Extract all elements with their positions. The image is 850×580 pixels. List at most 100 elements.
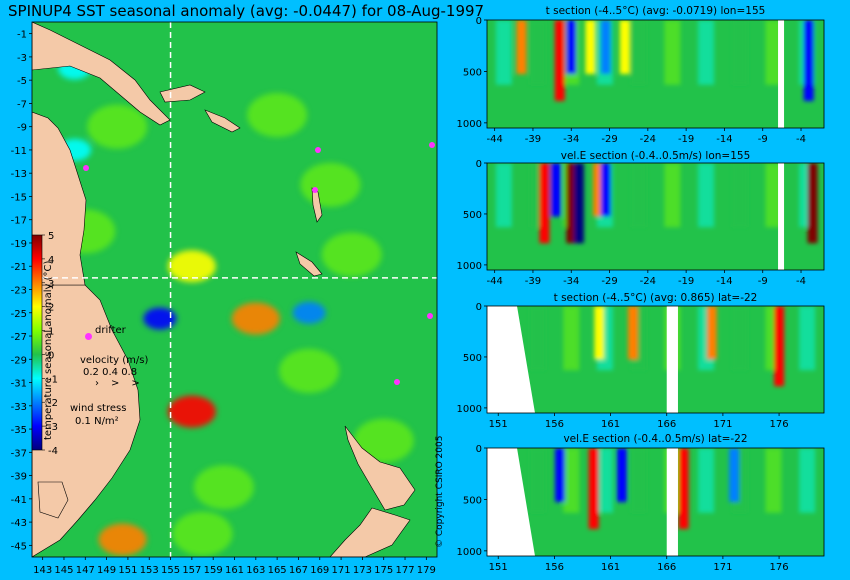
main-title: SPINUP4 SST seasonal anomaly (avg: -0.04…	[8, 2, 485, 20]
x-tick-label: 179	[417, 565, 436, 576]
colorbar-label: temperature seasonal anomaly (°C)	[43, 260, 54, 440]
section-texture	[698, 448, 715, 513]
section-band	[585, 20, 596, 74]
velocity-legend-title: velocity (m/s)	[80, 355, 149, 366]
cape-york-land	[32, 111, 87, 286]
section-x-tick-label: -9	[758, 134, 768, 145]
section-x-tick-label: -4	[796, 276, 806, 287]
colorbar-tick-label: 3	[48, 279, 54, 290]
tasmania-land	[37, 481, 69, 519]
section-band	[550, 163, 561, 217]
section-x-tick-label: -39	[525, 134, 541, 145]
colorbar-tick-label: -2	[48, 398, 58, 409]
section-band	[600, 20, 611, 74]
section-texture	[529, 448, 546, 513]
section-band	[803, 20, 814, 101]
y-tick-label: -41	[11, 495, 27, 506]
anomaly-patch	[279, 348, 340, 393]
velocity-legend-arrows: ›>>	[95, 378, 152, 389]
anomaly-patch	[300, 162, 361, 207]
section-y-tick-label: 500	[463, 353, 482, 364]
velocity-legend-value: 0.4	[102, 367, 118, 378]
section-y-tick-label: 0	[476, 159, 482, 170]
x-tick-label: 173	[353, 565, 372, 576]
section-x-tick-label: -24	[640, 134, 656, 145]
section-texture	[664, 163, 681, 228]
x-tick-label: 147	[76, 565, 95, 576]
section-panel-1: 0 500 1000 -44 -39 -34 -29 -24 -19 -14 -9 -4	[457, 16, 825, 145]
warm-anomaly	[167, 395, 216, 428]
cool-anomaly	[143, 307, 177, 330]
section-x-tick-label: 171	[713, 419, 732, 430]
section-texture	[664, 20, 681, 85]
x-tick-label: 161	[225, 565, 244, 576]
y-tick-label: -25	[11, 309, 27, 320]
section-shelf	[487, 448, 535, 556]
anomaly-patch	[247, 93, 308, 138]
section-x-tick-label: -39	[525, 276, 541, 287]
velocity-legend-value: 0.8	[121, 367, 138, 378]
section-texture	[630, 20, 647, 85]
panel2-title: vel.E section (-0.4..0.5m/s) lon=155	[560, 150, 751, 162]
anomaly-patch	[321, 232, 382, 277]
section-panel-2: 0 500 1000 -44 -39 -34 -29 -24 -19 -14 -9 -4	[457, 159, 825, 287]
colorbar-tick-label: -4	[48, 446, 58, 457]
x-tick-label: 167	[289, 565, 308, 576]
x-tick-label: 149	[97, 565, 116, 576]
section-texture	[731, 20, 748, 85]
section-panel-3: 0 500 1000 151 156 161 166 171 176	[457, 302, 825, 430]
drifter-marker	[427, 313, 433, 319]
section-texture	[731, 163, 748, 228]
section-x-tick-label: -34	[563, 276, 579, 287]
section-frame	[486, 162, 825, 271]
x-tick-label: 157	[182, 565, 201, 576]
section-texture	[495, 163, 512, 228]
section-shelf	[487, 306, 535, 413]
y-tick-label: -9	[17, 123, 27, 134]
section-y-tick-label: 1000	[457, 261, 482, 272]
section-texture	[630, 448, 647, 513]
section-texture	[630, 163, 647, 228]
section-x-tick-label: -34	[563, 134, 579, 145]
drifter-marker	[429, 142, 435, 148]
section-texture	[698, 163, 715, 228]
section-texture	[563, 306, 580, 371]
wind-legend-value: 0.1 N/m²	[75, 416, 119, 427]
wind-legend-title: wind stress	[70, 403, 127, 414]
section-y-tick-label: 500	[463, 67, 482, 78]
panel3-title: t section (-4..5°C) (avg: 0.865) lat=-22	[553, 292, 758, 304]
section-x-tick-label: -9	[758, 276, 768, 287]
section-band	[573, 163, 584, 244]
y-tick-label: -27	[11, 332, 27, 343]
section-band	[566, 163, 577, 244]
anomaly-patch	[193, 465, 254, 510]
y-tick-label: -21	[11, 262, 27, 273]
section-x-tick-label: 176	[770, 562, 789, 573]
section-gap	[666, 448, 678, 556]
y-tick-label: -7	[17, 99, 27, 110]
colorbar-ticks: 5 4 3 2 1 0 -1 -2 -3 -4	[42, 231, 58, 457]
drifter-marker	[83, 165, 89, 171]
section-x-tick-label: -44	[486, 276, 502, 287]
section-band	[807, 163, 818, 244]
section-x-tick-label: 161	[601, 562, 620, 573]
y-tick-label: -35	[11, 425, 27, 436]
section-x-tick-label: 161	[601, 419, 620, 430]
section-frame	[486, 447, 825, 557]
section-gap	[778, 163, 785, 270]
drifter-markers	[83, 142, 435, 385]
section-x-tick-label: -29	[601, 134, 617, 145]
drifter-marker	[312, 187, 318, 193]
drifter-legend-marker	[85, 333, 92, 340]
section-texture	[799, 306, 816, 371]
colorbar-tick-label: 4	[48, 255, 54, 266]
y-tick-label: -29	[11, 355, 27, 366]
copyright-text: © Copyright CSIRO 2005	[435, 435, 445, 548]
x-tick-label: 175	[374, 565, 393, 576]
solomon-islands-land	[204, 109, 241, 133]
section-frame	[486, 19, 825, 129]
y-tick-label: -37	[11, 448, 27, 459]
section-band	[566, 20, 577, 74]
y-tick-label: -19	[11, 239, 27, 250]
